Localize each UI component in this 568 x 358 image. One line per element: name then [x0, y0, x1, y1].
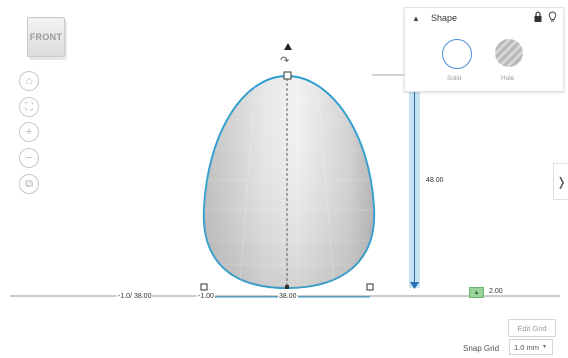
snap-grid-value: 1.0 mm	[514, 342, 540, 352]
solid-swatch[interactable]	[442, 39, 472, 69]
zoom-out-icon[interactable]: −	[19, 148, 39, 168]
x-position-dimension[interactable]: -1.00	[197, 293, 215, 300]
edit-grid-label: Edit Grid	[517, 323, 547, 333]
orthographic-view-icon[interactable]: ⧉	[19, 174, 39, 194]
edit-grid-button[interactable]: Edit Grid	[508, 319, 556, 337]
hole-label: Hole	[501, 75, 515, 82]
egg-facets	[205, 85, 373, 286]
rotate-icon[interactable]: ↷	[280, 55, 290, 67]
shape-panel: ▲ Shape Solid Hole	[404, 7, 564, 92]
fit-view-icon[interactable]: ⛶	[19, 97, 39, 117]
zoom-in-icon[interactable]: +	[19, 122, 39, 142]
elevation-arrow-icon[interactable]: ▲	[469, 287, 484, 298]
lock-icon[interactable]	[533, 11, 543, 23]
corner-handle-right	[366, 283, 374, 291]
snap-grid-select[interactable]: 1.0 mm ▼	[509, 339, 553, 355]
collapse-icon[interactable]: ▲	[412, 14, 420, 23]
home-view-icon[interactable]: ⌂	[19, 71, 39, 91]
hole-swatch[interactable]	[495, 39, 523, 67]
elevation-dimension[interactable]: 2.00	[488, 288, 504, 295]
height-handle	[283, 71, 292, 80]
snap-grid-label: Snap Grid	[463, 344, 500, 353]
caret-down-icon: ▼	[542, 344, 547, 350]
view-cube[interactable]: FRONT	[27, 17, 65, 57]
view-cube-face-label: FRONT	[29, 32, 63, 42]
solid-label: Solid	[447, 75, 462, 82]
center-handle	[285, 285, 289, 289]
corner-handle-left	[200, 283, 208, 291]
light-bulb-icon[interactable]	[548, 11, 557, 23]
ruler-left-label: -1.0/ 38.00	[117, 293, 153, 300]
width-dimension[interactable]: 38.00	[278, 293, 298, 300]
panel-title: Shape	[431, 13, 458, 23]
height-dimension[interactable]: 48.00	[426, 177, 444, 184]
expand-panel-chevron-icon[interactable]: ❭	[553, 163, 568, 200]
lift-arrow-icon[interactable]	[284, 43, 292, 50]
